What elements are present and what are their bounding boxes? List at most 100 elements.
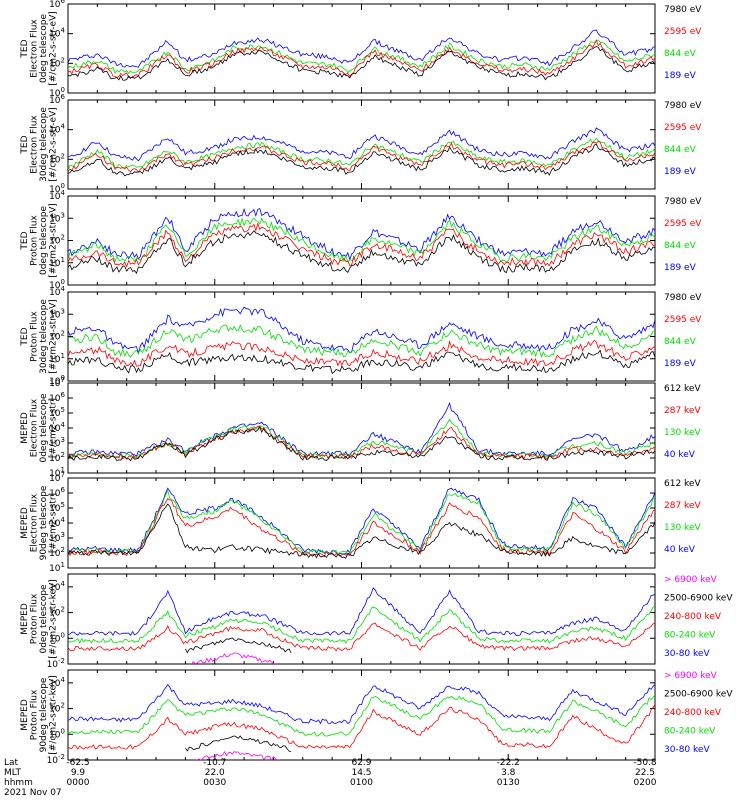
legend-entry: 2500-6900 keV	[664, 690, 733, 700]
series-line-green	[68, 605, 655, 644]
footer-time: 0130	[497, 778, 520, 788]
series-line-blue	[68, 684, 655, 725]
y-tick-label: 100	[49, 631, 65, 644]
footer-mlt: 22.5	[635, 768, 655, 778]
series-line-green	[68, 39, 655, 74]
y-tick-label: 10-2	[47, 753, 65, 766]
legend-entry: 189 eV	[664, 263, 697, 273]
legend-entry: 7980 eV	[664, 5, 702, 15]
legend-entry: 844 eV	[664, 49, 697, 59]
y-tick-label: 106	[49, 0, 65, 10]
footer-mlt: 9.9	[71, 768, 86, 778]
legend-entry: 40 keV	[664, 450, 696, 460]
legend-entry: 240-800 keV	[664, 708, 722, 718]
y-tick-label: 101	[49, 561, 65, 574]
legend-entry: 30-80 keV	[664, 745, 710, 755]
legend-entry: > 6900 keV	[664, 671, 718, 681]
legend-entry: 2595 eV	[664, 123, 702, 133]
y-axis-label: MEPEDElectron Flux90deg telescope[#/cm2-…	[20, 485, 59, 560]
y-tick-label: 106	[49, 486, 65, 499]
footer-row-label: MLT	[4, 768, 22, 778]
y-axis-label-line: [#/cm2-s-str-keV]	[48, 675, 58, 754]
y-tick-label: 102	[49, 152, 65, 165]
y-axis-label-line: Proton Flux	[29, 689, 39, 740]
y-axis-label-line: [#/cm2-s-str]	[48, 493, 58, 553]
panel-frame	[67, 573, 656, 665]
y-tick-label: 102	[49, 702, 65, 715]
y-tick-label: 101	[49, 256, 65, 269]
y-axis-label-line: TED	[20, 39, 30, 58]
y-tick-label: 103	[49, 531, 65, 544]
y-tick-label: 103	[49, 307, 65, 320]
legend-entry: 287 keV	[664, 406, 701, 416]
y-tick-label: 102	[49, 606, 65, 619]
y-tick-label: 102	[49, 451, 65, 464]
y-tick-label: 102	[49, 56, 65, 69]
y-tick-label: 104	[49, 516, 65, 529]
y-tick-label: 104	[49, 421, 65, 434]
footer-lat: -50.8	[633, 758, 657, 768]
panel-frame	[67, 477, 656, 569]
y-axis-label: TEDProton Flux0deg telescope[#/cm2-s-str…	[20, 203, 59, 278]
y-tick-label: 104	[49, 285, 65, 298]
y-tick-label: 103	[49, 211, 65, 224]
y-axis-label-line: 0deg telescope	[39, 14, 49, 84]
legend-entry: 844 eV	[664, 145, 697, 155]
footer-mlt: 14.5	[351, 768, 371, 778]
y-axis-label: MEPEDProton Flux0deg telescope[#/cm2-s-s…	[20, 579, 59, 658]
y-tick-label: 100	[49, 278, 65, 291]
y-tick-label: 102	[49, 234, 65, 247]
legend-entry: 7980 eV	[664, 101, 702, 111]
legend-entry: 612 keV	[664, 479, 701, 489]
legend-entry: 80-240 keV	[664, 631, 716, 641]
footer-row-label: 2021 Nov 07	[4, 788, 62, 798]
footer-row-label: hhmm	[4, 778, 33, 788]
series-line-blue	[68, 487, 655, 555]
y-tick-label: 10-2	[47, 657, 65, 670]
y-axis-label-line: TED	[20, 231, 30, 250]
y-axis-label-line: 30deg telescope	[39, 107, 49, 182]
y-axis-label-line: 30deg telescope	[39, 299, 49, 374]
y-axis-label-line: 90deg telescope	[39, 485, 49, 560]
legend-entry: 189 eV	[664, 71, 697, 81]
y-axis-label-line: Electron Flux	[29, 493, 39, 552]
y-tick-label: 107	[49, 376, 65, 389]
series-line-red	[68, 622, 655, 652]
series-line-red	[68, 497, 655, 558]
y-tick-label: 100	[49, 727, 65, 740]
y-axis-label-line: 0deg telescope	[39, 584, 49, 654]
legend-entry: 2595 eV	[664, 315, 702, 325]
y-tick-label: 106	[49, 93, 65, 106]
footer-mlt: 22.0	[205, 768, 225, 778]
legend-entry: 189 eV	[664, 359, 697, 369]
y-axis-label-line: TED	[20, 327, 30, 346]
y-axis-label: TEDProton Flux30deg telescope[#/cm2-s-st…	[20, 299, 59, 374]
y-tick-label: 102	[49, 330, 65, 343]
series-line-black	[185, 637, 292, 654]
y-axis-label-line: Electron Flux	[29, 115, 39, 174]
series-line-red	[68, 39, 655, 79]
series-line-blue	[68, 29, 655, 68]
y-axis-label-line: MEPED	[20, 603, 30, 635]
y-axis-label-line: [#/cm2-s-str-eV]	[48, 107, 58, 182]
legend-entry: 2595 eV	[664, 27, 702, 37]
series-line-red	[68, 140, 655, 173]
footer-lat: -22.2	[497, 758, 520, 768]
series-line-blue	[68, 587, 655, 636]
series-line-black	[68, 349, 655, 375]
footer-lat: -10.7	[203, 758, 226, 768]
series-line-green	[68, 694, 655, 737]
y-axis-label-line: MEPED	[20, 507, 30, 539]
y-tick-label: 104	[49, 676, 65, 689]
panel-5: 101 102 103 104 105 106 107 MEPEDElectron Flux0…	[20, 376, 702, 479]
legend-entry: 2595 eV	[664, 219, 702, 229]
y-tick-label: 104	[49, 27, 65, 40]
legend-entry: 844 eV	[664, 241, 697, 251]
y-axis-label-line: MEPED	[20, 412, 30, 444]
series-line-black	[68, 230, 655, 275]
